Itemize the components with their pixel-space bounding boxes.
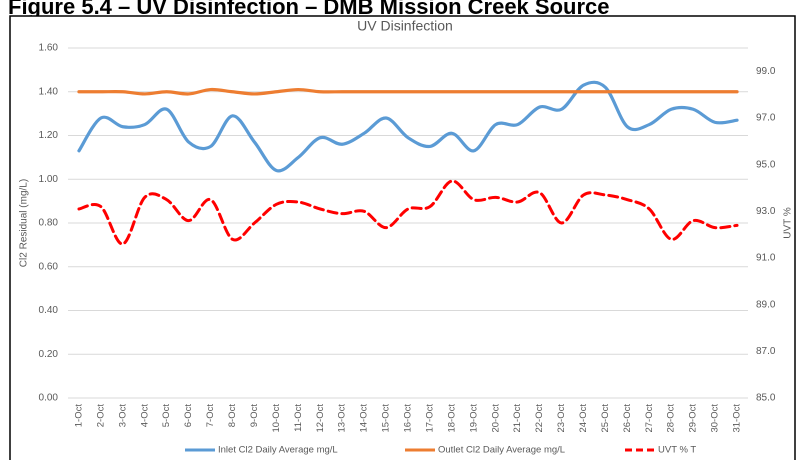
y2-tick-label: 85.0 [756,393,776,404]
x-tick-label: 8-Oct [227,404,238,428]
y2-tick-label: 97.0 [756,113,776,124]
x-tick-label: 30-Oct [710,404,721,433]
chart-title: UV Disinfection [357,18,453,34]
y-axis-title: Cl2 Residual (mg/L) [19,179,30,267]
x-tick-label: 13-Oct [337,404,348,433]
x-tick-label: 28-Oct [666,404,677,433]
y2-axis-title: UVT % [783,207,794,239]
x-tick-label: 17-Oct [424,404,435,433]
legend-label: Inlet Cl2 Daily Average mg/L [218,445,338,456]
series-line [77,80,739,173]
x-tick-label: 25-Oct [600,404,611,433]
y-tick-label: 0.20 [39,349,59,360]
y-tick-label: 1.60 [39,43,59,54]
x-tick-label: 4-Oct [139,404,150,428]
x-tick-label: 18-Oct [446,404,457,433]
y2-tick-label: 95.0 [756,159,776,170]
x-tick-label: 22-Oct [534,404,545,433]
x-tick-label: 20-Oct [490,404,501,433]
x-tick-label: 19-Oct [468,404,479,433]
x-tick-label: 24-Oct [578,404,589,433]
y-tick-label: 0.80 [39,218,59,229]
x-tick-label: 29-Oct [688,404,699,433]
x-tick-label: 11-Oct [293,404,304,432]
x-tick-label: 15-Oct [381,404,392,433]
x-tick-label: 12-Oct [315,404,326,433]
y-tick-label: 0.60 [39,261,59,272]
legend-label: UVT % T [658,445,696,456]
x-tick-label: 23-Oct [556,404,567,433]
series-line [77,87,739,96]
chart-frame [9,15,796,460]
y2-tick-label: 93.0 [756,206,776,217]
series-line [77,179,739,246]
x-tick-label: 16-Oct [403,404,414,433]
x-tick-label: 26-Oct [622,404,633,433]
figure-title: Figure 5.4 – UV Disinfection – DMB Missi… [8,0,610,19]
x-tick-label: 21-Oct [512,404,523,433]
x-tick-label: 1-Oct [73,404,84,428]
y2-tick-label: 89.0 [756,299,776,310]
x-tick-label: 10-Oct [271,404,282,433]
y-tick-label: 1.20 [39,130,59,141]
x-tick-label: 2-Oct [95,404,106,428]
y-tick-label: 1.40 [39,86,59,97]
x-tick-label: 7-Oct [205,404,216,428]
y2-tick-label: 87.0 [756,346,776,357]
x-tick-label: 3-Oct [117,404,128,428]
y-tick-label: 1.00 [39,174,59,185]
y2-tick-label: 99.0 [756,66,776,77]
x-tick-label: 9-Oct [249,404,260,428]
x-tick-label: 14-Oct [359,404,370,433]
x-tick-label: 27-Oct [644,404,655,433]
x-tick-label: 5-Oct [161,404,172,428]
y-tick-label: 0.40 [39,305,59,316]
x-tick-label: 31-Oct [732,404,743,433]
y2-tick-label: 91.0 [756,253,776,264]
y-tick-label: 0.00 [39,393,59,404]
legend-label: Outlet Cl2 Daily Average mg/L [438,445,565,456]
x-tick-label: 6-Oct [183,404,194,428]
